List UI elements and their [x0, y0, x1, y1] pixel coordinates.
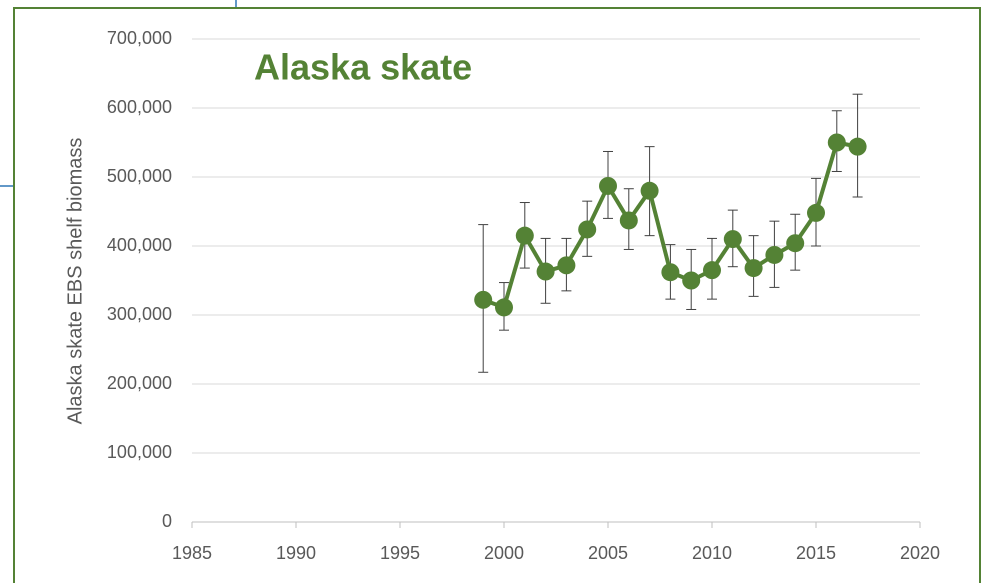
data-point: [619, 211, 638, 230]
y-tick-label: 400,000: [107, 235, 172, 255]
data-point: [807, 203, 825, 222]
y-tick-label: 300,000: [107, 304, 172, 324]
x-tick-label: 1985: [172, 543, 212, 563]
data-point: [640, 181, 659, 200]
data-point: [744, 259, 763, 278]
data-point: [474, 290, 493, 309]
x-tick-label: 1995: [380, 543, 420, 563]
y-tick-label: 200,000: [107, 373, 172, 393]
data-point: [578, 220, 597, 239]
y-tick-label: 600,000: [107, 97, 172, 117]
x-tick-label: 2005: [588, 543, 628, 563]
y-tick-label: 100,000: [107, 442, 172, 462]
data-point: [682, 271, 701, 290]
data-point: [765, 245, 784, 264]
data-point: [557, 256, 576, 275]
y-tick-label: 500,000: [107, 166, 172, 186]
y-axis-label: Alaska skate EBS shelf biomass: [64, 138, 86, 425]
data-point: [703, 261, 721, 280]
x-tick-label: 1990: [276, 543, 316, 563]
y-tick-label: 0: [162, 511, 172, 531]
data-point: [515, 226, 534, 245]
x-tick-label: 2000: [484, 543, 524, 563]
y-tick-label: 700,000: [107, 28, 172, 48]
chart-title: Alaska skate: [254, 47, 472, 88]
data-point: [786, 234, 805, 253]
data-point: [661, 263, 680, 282]
x-tick-label: 2020: [900, 543, 940, 563]
x-tick-label: 2010: [692, 543, 732, 563]
chart-frame: [13, 7, 981, 583]
data-point: [599, 176, 617, 195]
x-tick-label: 2015: [796, 543, 836, 563]
data-point: [848, 137, 867, 156]
data-point: [495, 298, 513, 317]
data-point: [536, 262, 555, 281]
data-point: [723, 230, 742, 249]
data-point: [827, 133, 846, 152]
